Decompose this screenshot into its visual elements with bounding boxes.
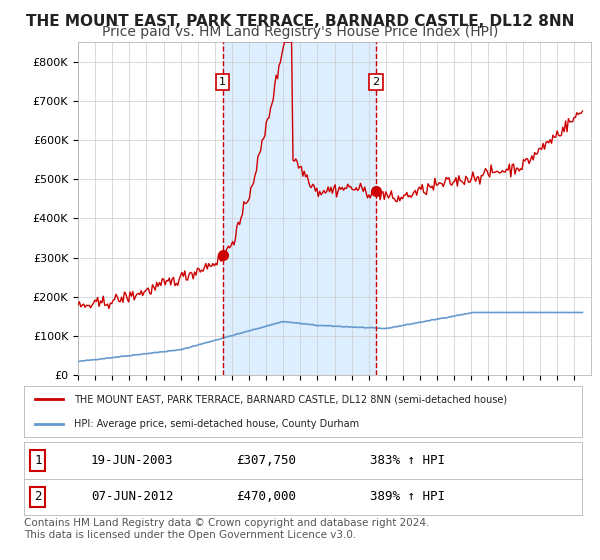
Text: THE MOUNT EAST, PARK TERRACE, BARNARD CASTLE, DL12 8NN (semi-detached house): THE MOUNT EAST, PARK TERRACE, BARNARD CA… <box>74 394 508 404</box>
Text: Contains HM Land Registry data © Crown copyright and database right 2024.
This d: Contains HM Land Registry data © Crown c… <box>24 518 430 540</box>
Text: Price paid vs. HM Land Registry's House Price Index (HPI): Price paid vs. HM Land Registry's House … <box>102 25 498 39</box>
Text: 2: 2 <box>373 77 380 87</box>
Text: 2: 2 <box>34 491 42 503</box>
Text: 19-JUN-2003: 19-JUN-2003 <box>91 454 173 467</box>
Text: HPI: Average price, semi-detached house, County Durham: HPI: Average price, semi-detached house,… <box>74 419 359 429</box>
Text: £307,750: £307,750 <box>236 454 296 467</box>
Text: £470,000: £470,000 <box>236 491 296 503</box>
Text: 07-JUN-2012: 07-JUN-2012 <box>91 491 173 503</box>
Bar <box>223 42 376 375</box>
Text: THE MOUNT EAST, PARK TERRACE, BARNARD CASTLE, DL12 8NN: THE MOUNT EAST, PARK TERRACE, BARNARD CA… <box>26 14 574 29</box>
Text: 1: 1 <box>219 77 226 87</box>
Text: 1: 1 <box>34 454 42 467</box>
Text: 389% ↑ HPI: 389% ↑ HPI <box>370 491 445 503</box>
Text: 383% ↑ HPI: 383% ↑ HPI <box>370 454 445 467</box>
